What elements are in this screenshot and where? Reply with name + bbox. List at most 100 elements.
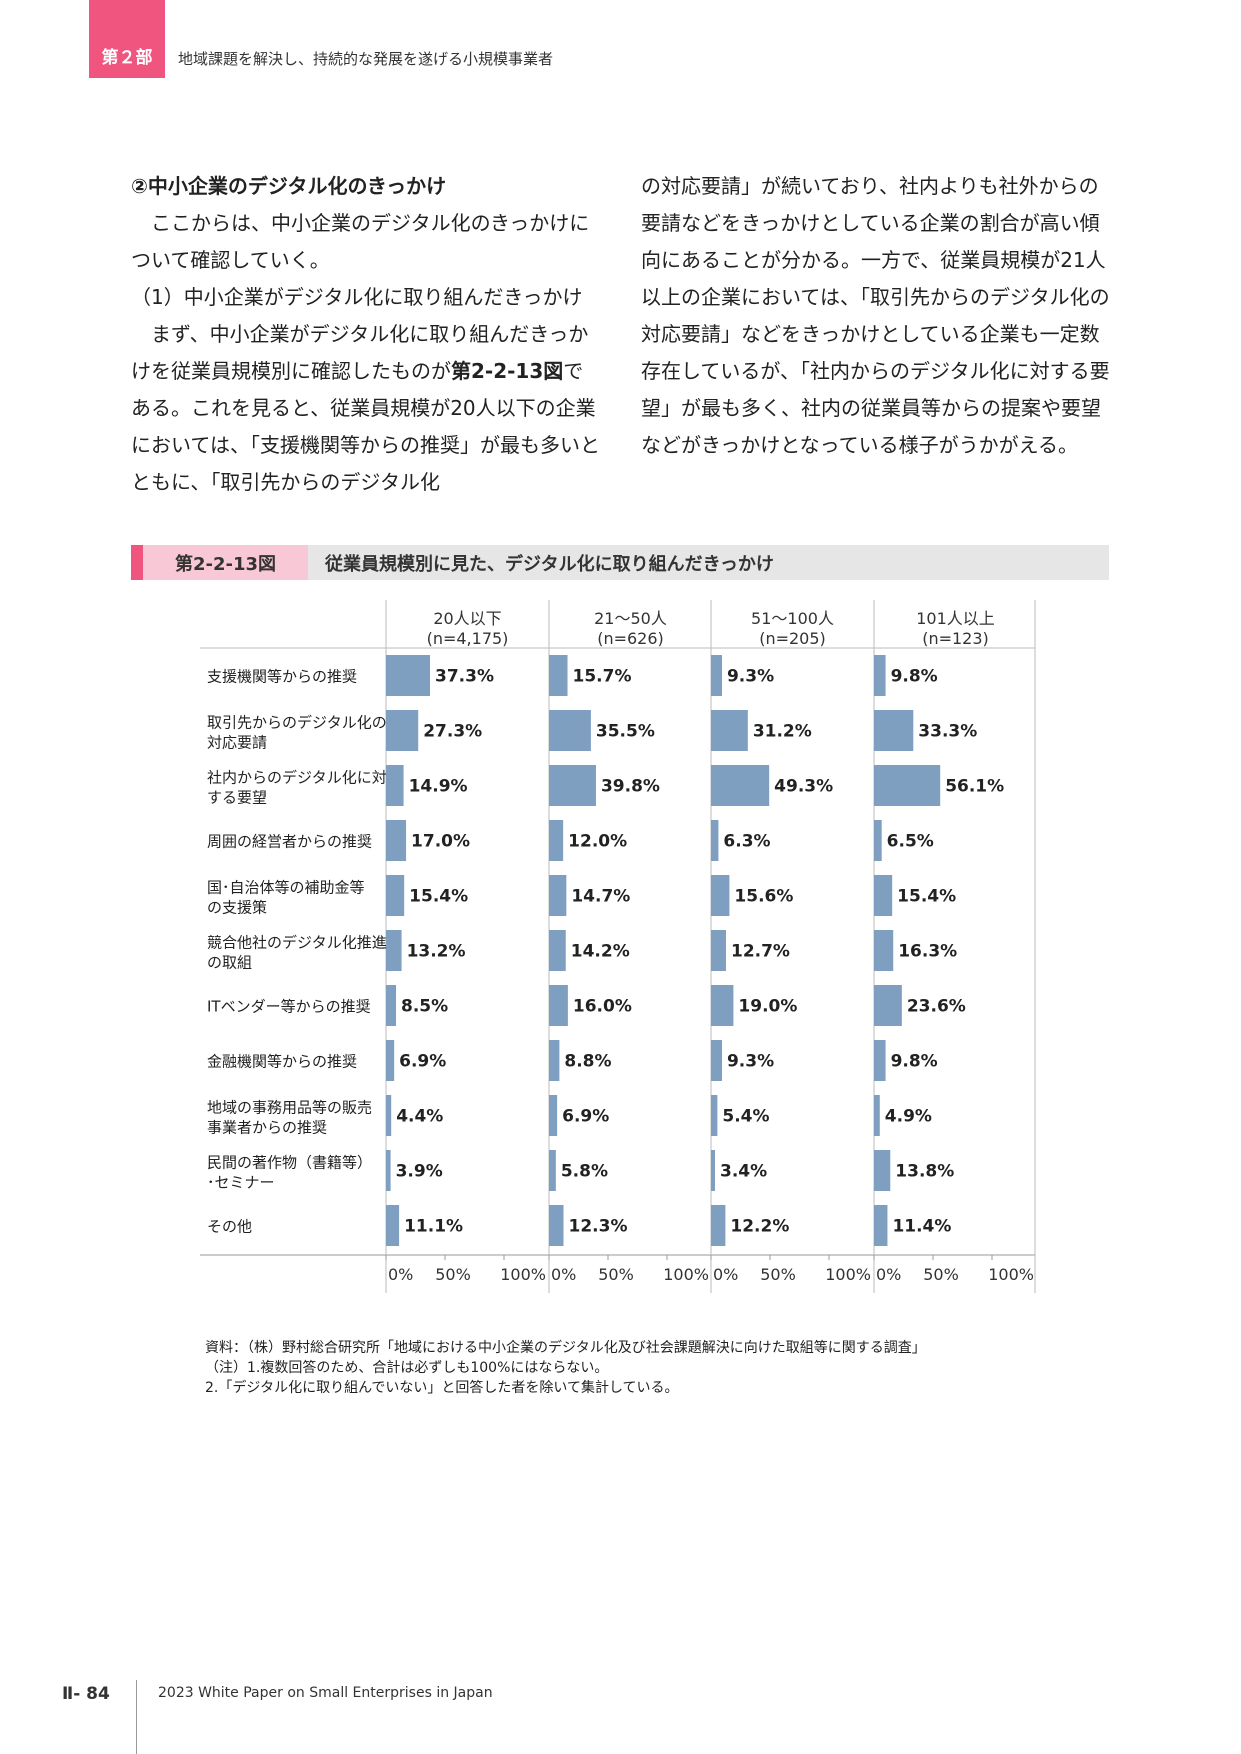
bar-value-label: 14.7% [571,887,630,907]
part-tab: 第２部 [89,0,165,78]
bar [711,1095,718,1136]
category-label: ITベンダー等からの推奨 [207,998,371,1016]
figure-title: 従業員規模別に見た、デジタル化に取り組んだきっかけ [325,553,774,575]
bar-value-label: 8.8% [564,1052,611,1072]
bar-value-label: 5.8% [561,1162,608,1182]
bar-value-label: 17.0% [411,832,470,852]
bar [874,820,882,861]
bar [711,1205,726,1246]
bar [549,875,567,916]
category-label: ･セミナー [207,1174,275,1192]
category-label: 支援機関等からの推奨 [207,668,357,686]
bar-value-label: 35.5% [596,722,655,742]
bar-value-label: 12.0% [568,832,627,852]
category-label: 対応要請 [207,734,267,752]
category-label: の支援策 [207,899,267,917]
bar [711,985,734,1026]
paragraph: まず、中小企業がデジタル化に取り組んだきっかけを従業員規模別に確認したものが第2… [131,316,601,501]
footer-divider [136,1680,137,1754]
bar-value-label: 9.3% [727,1052,774,1072]
panel-n: (n=205) [759,629,826,648]
running-header: 地域課題を解決し、持続的な発展を遂げる小規模事業者 [178,50,554,68]
bar-value-label: 9.3% [727,667,774,687]
x-tick-label: 0% [713,1265,738,1284]
bar [711,765,770,806]
x-tick-label: 100% [663,1265,709,1284]
bar-value-label: 4.9% [885,1107,932,1127]
subsection-heading: （1）中小企業がデジタル化に取り組んだきっかけ [131,285,583,309]
bar [386,765,404,806]
bar [549,1150,556,1191]
footer-title: 2023 White Paper on Small Enterprises in… [158,1685,493,1701]
bar [711,655,722,696]
x-tick-label: 50% [598,1265,634,1284]
bar-value-label: 14.9% [409,777,468,797]
bar-value-label: 37.3% [435,667,494,687]
bar-value-label: 8.5% [401,997,448,1017]
bar-value-label: 5.4% [722,1107,769,1127]
paragraph: の対応要請」が続いており、社内よりも社外からの要請などをきっかけとしている企業の… [641,174,1110,457]
bar [711,710,748,751]
panel-n: (n=626) [597,629,664,648]
x-tick-label: 0% [876,1265,901,1284]
bar-value-label: 23.6% [907,997,966,1017]
bar [549,930,566,971]
bar [874,1150,891,1191]
bar [386,1205,400,1246]
bar [874,875,893,916]
panel-n: (n=4,175) [427,629,509,648]
paragraph-text: まず、中小企業がデジタル化に取り組んだきっかけを従業員規模別に確認したものが [131,322,589,383]
bar [874,710,914,751]
x-tick-label: 0% [388,1265,413,1284]
figure-reference: 第2-2-13図 [451,359,564,383]
left-column: ②中小企業のデジタル化のきっかけ ここからは、中小企業のデジタル化のきっかけにつ… [131,168,601,501]
bar [874,1095,880,1136]
category-label: 取引先からのデジタル化の [207,714,387,732]
note-2: 2.「デジタル化に取り組んでいない」と回答した者を除いて集計している。 [205,1380,679,1396]
bar-value-label: 39.8% [601,777,660,797]
paragraph: ここからは、中小企業のデジタル化のきっかけについて確認していく。 [131,211,590,272]
bar-value-label: 16.0% [573,997,632,1017]
bar-value-label: 19.0% [738,997,797,1017]
bar [874,1040,886,1081]
figure-number: 第2-2-13図 [143,545,308,580]
source-note: 資料：（株）野村総合研究所「地域における中小企業のデジタル化及び社会課題解決に向… [205,1340,926,1356]
panel-title: 51〜100人 [751,609,834,628]
bar-value-label: 15.4% [409,887,468,907]
category-label: の取組 [207,954,252,972]
bar [386,930,402,971]
x-tick-label: 0% [551,1265,576,1284]
panel-title: 20人以下 [433,609,501,628]
category-label: その他 [207,1218,252,1236]
paragraph-text: である。これを見ると、従業員規模が20人以下の企業においては、「支援機関等からの… [131,359,600,494]
bar-value-label: 15.7% [573,667,632,687]
bar-value-label: 6.9% [562,1107,609,1127]
note-1: （注）1.複数回答のため、合計は必ずしも100%にはならない。 [205,1360,609,1376]
bar [386,985,397,1026]
bar [549,655,568,696]
bar-value-label: 49.3% [774,777,833,797]
panel-title: 101人以上 [916,609,995,628]
bar [386,820,407,861]
x-tick-label: 100% [500,1265,546,1284]
x-tick-label: 50% [435,1265,471,1284]
bar [386,710,419,751]
bar [711,820,719,861]
category-label: 金融機関等からの推奨 [207,1053,357,1071]
bar-value-label: 4.4% [396,1107,443,1127]
page-number: Ⅱ- 84 [62,1684,110,1704]
bar-value-label: 14.2% [571,942,630,962]
x-tick-label: 100% [825,1265,871,1284]
bar [386,1150,391,1191]
category-label: 社内からのデジタル化に対 [207,769,387,787]
bar [874,655,886,696]
bar [549,1095,558,1136]
bar-value-label: 27.3% [423,722,482,742]
bar [711,875,730,916]
bar-value-label: 33.3% [918,722,977,742]
category-label: 民間の著作物（書籍等） [207,1154,372,1172]
bar-value-label: 13.2% [407,942,466,962]
bar [386,1040,395,1081]
bar [549,765,596,806]
figure-title-accent [131,545,143,580]
